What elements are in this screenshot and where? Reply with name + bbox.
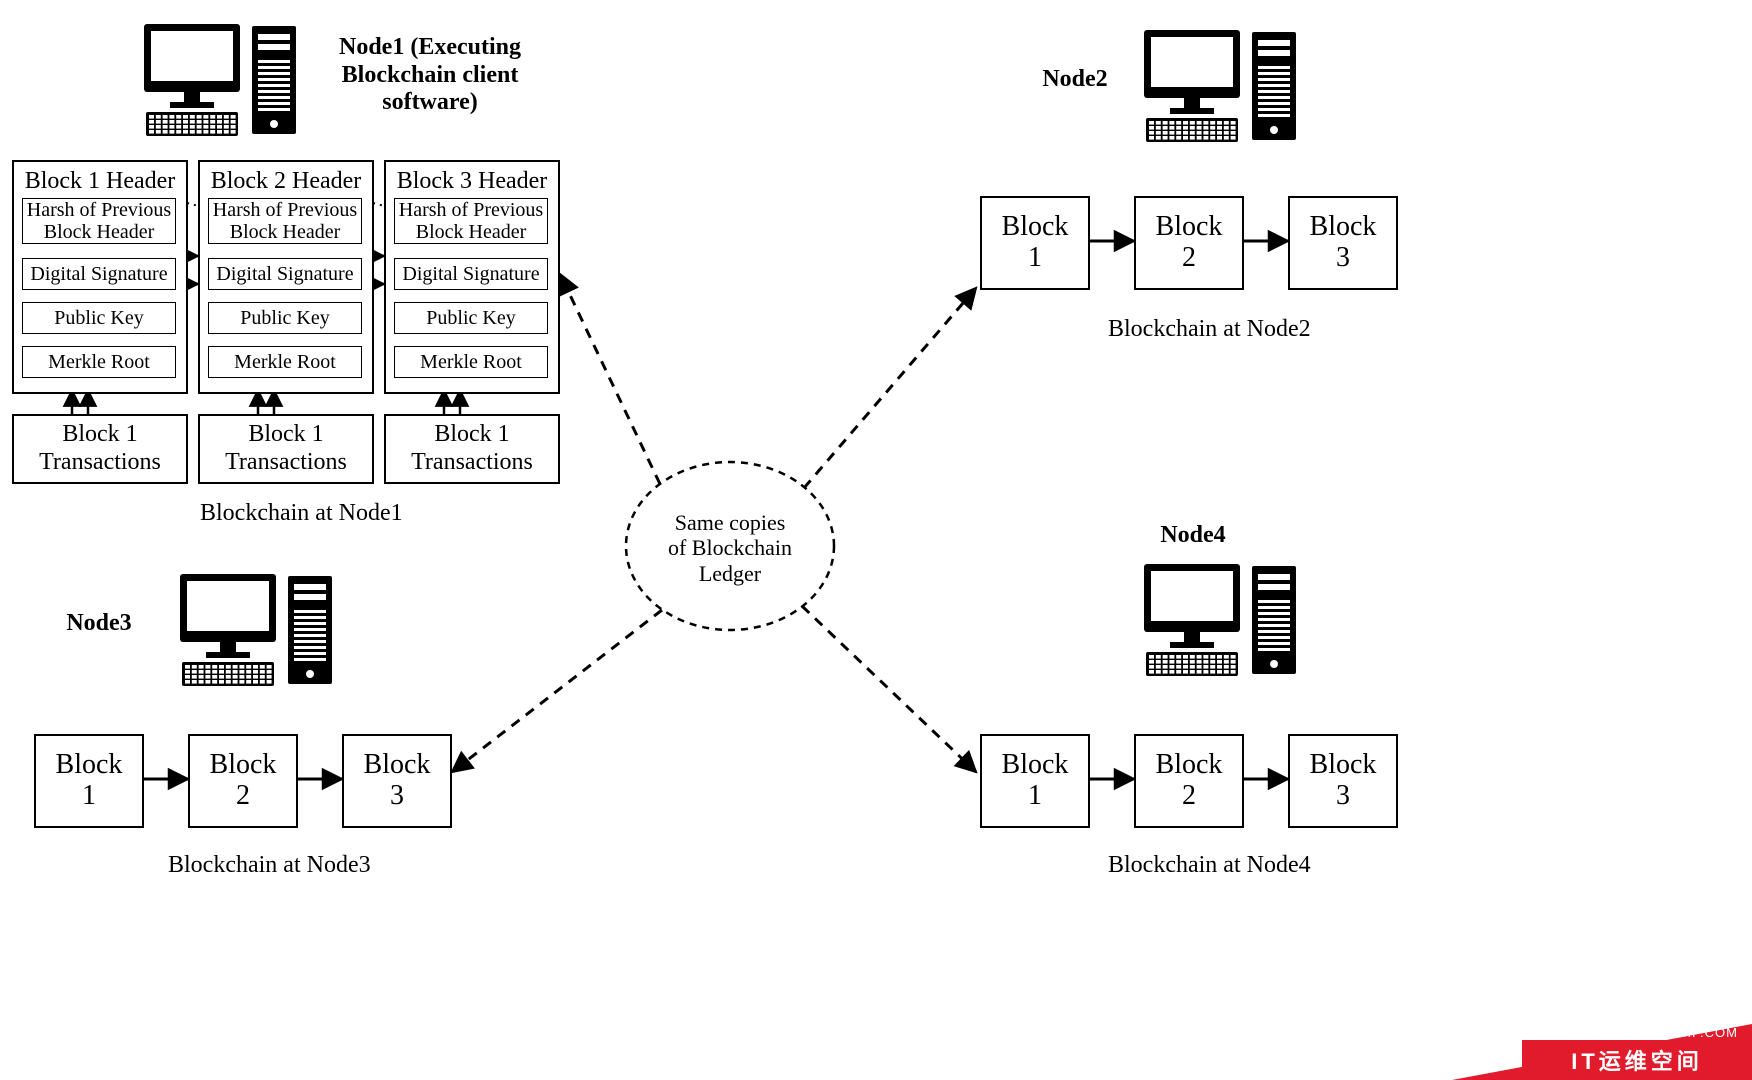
node4-caption: Blockchain at Node4 <box>1108 852 1311 879</box>
center-ledger-label: Same copiesof BlockchainLedger <box>640 510 820 586</box>
node1-block3-field-0: Harsh of PreviousBlock Header <box>394 198 548 244</box>
node1-block3-header-title: Block 3 Header <box>386 168 558 195</box>
watermark-text: IT运维空间 <box>1522 1040 1752 1080</box>
node1-block1-field-0: Harsh of PreviousBlock Header <box>22 198 176 244</box>
node4-title: Node4 <box>1148 522 1238 550</box>
node1-block1-field-1: Digital Signature <box>22 258 176 290</box>
node3-caption: Blockchain at Node3 <box>168 852 371 879</box>
node1-title: Node1 (ExecutingBlockchain clientsoftwar… <box>310 34 550 117</box>
node1-block2-transactions: Block 1Transactions <box>198 414 374 484</box>
node3-computer-icon <box>176 570 346 695</box>
node2-block-3: Block3 <box>1288 196 1398 290</box>
node3-title: Node3 <box>54 610 144 638</box>
node1-block3-transactions: Block 1Transactions <box>384 414 560 484</box>
node2-block-1: Block1 <box>980 196 1090 290</box>
node4-computer-icon <box>1140 560 1310 685</box>
node2-computer-icon <box>1140 26 1310 151</box>
node2-block-2: Block2 <box>1134 196 1244 290</box>
node1-block2-field-0: Harsh of PreviousBlock Header <box>208 198 362 244</box>
node1-block1-header: Block 1 Header Harsh of PreviousBlock Hea… <box>12 160 188 394</box>
node1-block3-field-3: Merkle Root <box>394 346 548 378</box>
node1-block3-field-2: Public Key <box>394 302 548 334</box>
node3-block-2: Block2 <box>188 734 298 828</box>
node1-block2-header: Block 2 Header Harsh of PreviousBlock Hea… <box>198 160 374 394</box>
node4-block-3: Block3 <box>1288 734 1398 828</box>
node1-block2-field-2: Public Key <box>208 302 362 334</box>
node1-computer-icon <box>140 20 310 145</box>
node3-block-3: Block3 <box>342 734 452 828</box>
node1-block1-field-3: Merkle Root <box>22 346 176 378</box>
node1-block1-header-title: Block 1 Header <box>14 168 186 195</box>
node2-caption: Blockchain at Node2 <box>1108 316 1311 343</box>
node1-block1-field-2: Public Key <box>22 302 176 334</box>
node4-block-2: Block2 <box>1134 734 1244 828</box>
node1-block3-field-1: Digital Signature <box>394 258 548 290</box>
node1-caption: Blockchain at Node1 <box>200 500 403 527</box>
node1-block2-field-3: Merkle Root <box>208 346 362 378</box>
node1-block3-header: Block 3 Header Harsh of PreviousBlock Hea… <box>384 160 560 394</box>
node3-block-1: Block1 <box>34 734 144 828</box>
node4-block-1: Block1 <box>980 734 1090 828</box>
node1-block2-field-1: Digital Signature <box>208 258 362 290</box>
node2-title: Node2 <box>1030 66 1120 94</box>
watermark-url: WWW.94IP.COM <box>1627 1025 1738 1040</box>
watermark: IT运维空间 WWW.94IP.COM <box>1452 1024 1752 1080</box>
node1-block1-transactions: Block 1Transactions <box>12 414 188 484</box>
node1-block2-header-title: Block 2 Header <box>200 168 372 195</box>
